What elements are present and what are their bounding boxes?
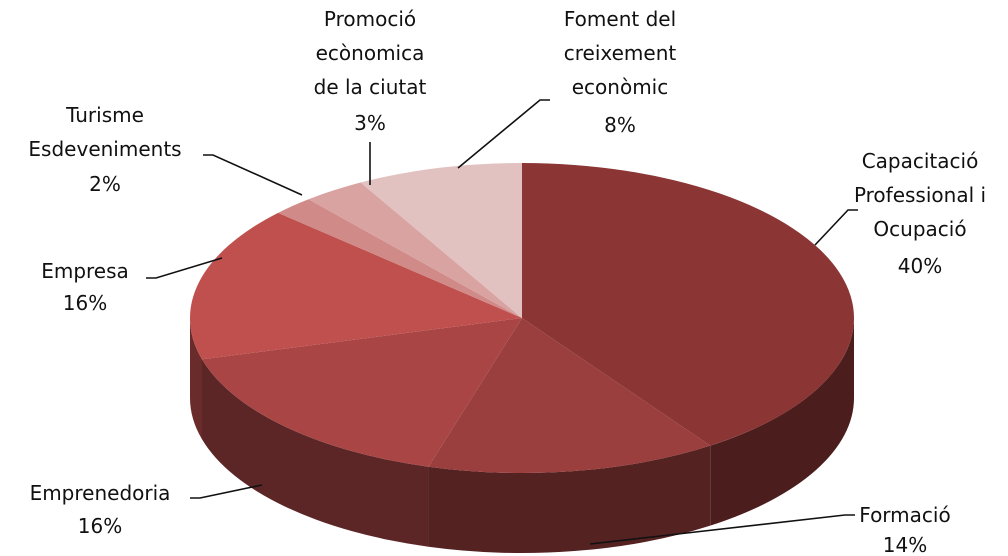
slice	[308, 182, 522, 318]
leader-line	[589, 514, 855, 545]
leader-line	[203, 154, 303, 196]
leader-line	[814, 209, 858, 246]
slice	[360, 163, 522, 318]
category-label: Empresa	[41, 259, 129, 283]
slice	[522, 163, 854, 446]
slice	[190, 212, 522, 360]
slice	[202, 318, 523, 467]
slice	[428, 318, 711, 473]
value-label: 40%	[898, 254, 942, 278]
slice	[278, 199, 522, 318]
category-label: Emprenedoria	[30, 481, 171, 505]
category-label: Capacitació Professional i Ocupació	[854, 149, 986, 241]
leader-line	[457, 99, 550, 169]
slice-side	[202, 359, 429, 547]
value-label: 3%	[354, 111, 386, 135]
value-label: 8%	[604, 113, 636, 137]
value-label: 14%	[883, 533, 927, 556]
category-label: Formació	[859, 503, 950, 527]
leader-line	[146, 257, 223, 279]
slice-side	[190, 318, 203, 440]
category-label: Promoció ecònomica de la ciutat	[314, 7, 427, 99]
pie-tops	[190, 163, 854, 473]
slice-side	[428, 445, 711, 553]
value-label: 16%	[63, 291, 107, 315]
leader-line	[190, 484, 263, 499]
category-label: Foment del creixement econòmic	[564, 7, 677, 99]
pie-sides	[190, 318, 854, 553]
value-label: 16%	[78, 514, 122, 538]
category-label: Turisme Esdeveniments	[28, 103, 181, 161]
slice-side	[710, 318, 854, 526]
value-label: 2%	[89, 172, 121, 196]
